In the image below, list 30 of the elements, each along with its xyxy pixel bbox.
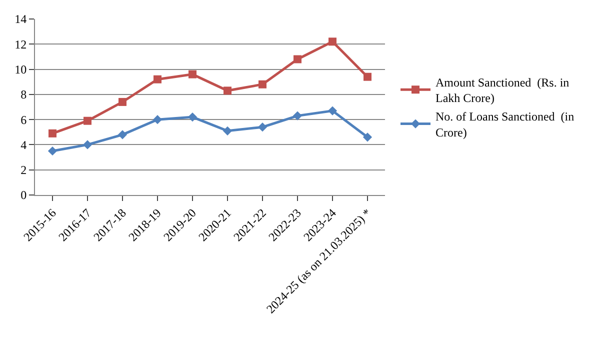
point (82, 140, 92, 150)
point (154, 75, 162, 84)
legend-label: Amount Sanctioned (Rs. in Lakh Crore) (436, 75, 570, 106)
y-tick-label: 10 (14, 62, 27, 76)
point (292, 111, 302, 120)
point (48, 146, 58, 156)
point (328, 106, 338, 116)
point (328, 38, 336, 46)
point (364, 72, 372, 81)
y-tick-label: 0 (20, 188, 27, 202)
point (118, 98, 126, 106)
y-tick-label: 12 (14, 37, 27, 52)
point (258, 122, 268, 132)
point (224, 86, 232, 95)
y-tick-label: 8 (20, 88, 27, 102)
y-tick-label: 4 (20, 138, 27, 152)
legend-label: No. of Loans Sanctioned (in Crore) (436, 110, 574, 140)
y-tick-label: 14 (14, 12, 27, 26)
point (362, 132, 372, 142)
point (118, 130, 128, 140)
y-tick-label: 6 (20, 112, 27, 127)
point (188, 70, 196, 78)
point (48, 129, 56, 138)
point (258, 80, 266, 88)
point (188, 112, 198, 122)
point (294, 55, 302, 64)
point (84, 116, 92, 125)
point (222, 126, 232, 136)
y-tick-label: 2 (20, 163, 27, 178)
point (152, 115, 162, 124)
